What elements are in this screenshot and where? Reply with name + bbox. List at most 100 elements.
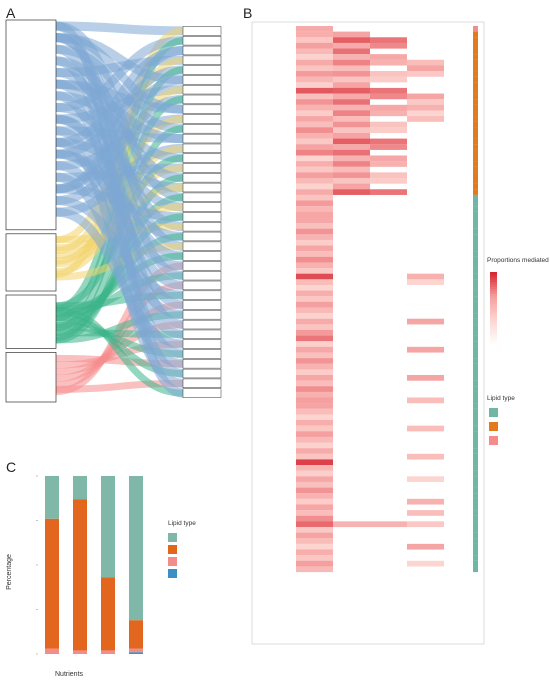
lipid-type-strip: [473, 71, 478, 77]
heatmap-cell: [296, 560, 333, 567]
lipid-type-strip: [473, 104, 478, 111]
lipid-type-strip: [473, 397, 478, 404]
lipid-type-strip: [473, 31, 478, 38]
heatmap-cell: [296, 228, 333, 235]
heatmap-cell: [333, 127, 370, 134]
lipid-type-strip: [473, 99, 478, 105]
heatmap-cell: [333, 149, 370, 156]
panel-label-b: B: [243, 5, 252, 21]
colorbar-segment: [490, 306, 497, 310]
heatmap-cell: [296, 448, 333, 454]
panel-label-c: C: [6, 459, 16, 475]
heatmap-cell: [333, 183, 370, 190]
bar-segment: [129, 648, 143, 653]
lipid-type-strip: [473, 183, 478, 190]
sankey-target-node: [182, 182, 222, 193]
heatmap-cell: [296, 273, 333, 280]
heatmap-cell: [296, 110, 333, 117]
bar-segment: [45, 518, 59, 649]
heatmap-cell: [407, 510, 444, 516]
heatmap-cell: [370, 189, 407, 195]
lipid-type-strip: [473, 256, 478, 263]
heatmap-cell: [407, 560, 444, 567]
heatmap-cell: [296, 262, 333, 269]
heatmap-cell: [296, 284, 333, 291]
sankey-flows: [55, 21, 184, 398]
colorbar-segment: [490, 328, 497, 332]
sankey-target-node: [182, 153, 222, 163]
lipid-type-strip: [473, 498, 478, 505]
bar-legend-swatch: [168, 569, 177, 578]
sankey-target-node: [182, 231, 222, 242]
colorbar-segment: [490, 276, 497, 280]
heatmap-cell: [296, 543, 333, 550]
colorbar-segment: [490, 304, 497, 307]
sankey-source-node: [5, 294, 57, 349]
heatmap-cell: [296, 408, 333, 415]
colorbar-segment: [490, 279, 497, 283]
lipid-type-strip: [473, 465, 478, 471]
sankey-flow: [55, 21, 184, 36]
heatmap-cell: [333, 110, 370, 117]
heatmap-cell: [296, 420, 333, 426]
heatmap-cell: [296, 307, 333, 314]
heatmap-cell: [333, 93, 370, 100]
heatmap-cell: [407, 521, 444, 528]
lipid-type-strip: [473, 515, 478, 522]
lipid-type-strip: [473, 526, 478, 533]
heatmap-cell: [407, 71, 444, 77]
lipid-type-strip: [473, 296, 478, 302]
heatmap-cell: [296, 363, 333, 370]
sankey-target-node: [182, 359, 222, 369]
heatmap-cell: [333, 121, 370, 128]
sankey-target-node: [182, 319, 222, 330]
heatmap-cell: [370, 110, 407, 117]
heatmap-cell: [370, 138, 407, 145]
lipid-type-strip: [473, 76, 478, 83]
lipid-type-strip: [473, 290, 478, 297]
lipid-type-strip: [473, 425, 478, 432]
heatmap-cell: [296, 59, 333, 66]
heatmap-panel: [251, 21, 485, 645]
colorbar-segment: [490, 336, 497, 339]
lipid-type-strip: [473, 144, 478, 150]
lipid-legend-swatch: [489, 408, 498, 417]
heatmap-cell: [296, 566, 333, 573]
sankey-target-node: [182, 300, 222, 310]
heatmap-cell: [296, 453, 333, 460]
heatmap-cell: [296, 194, 333, 201]
lipid-legend-title: Lipid type: [487, 395, 515, 402]
colorbar-segment: [490, 333, 497, 337]
heatmap-cell: [296, 301, 333, 308]
colorbar-segment: [490, 321, 497, 325]
lipid-type-strip: [473, 453, 478, 460]
lipid-type-strip: [473, 234, 478, 240]
heatmap-cell: [407, 397, 444, 404]
heatmap-cell: [296, 414, 333, 421]
heatmap-cell: [370, 93, 407, 100]
heatmap-cell: [333, 132, 370, 139]
sankey-target-node: [182, 290, 222, 300]
heatmap-cell: [333, 59, 370, 66]
heatmap-cell: [296, 521, 333, 528]
heatmap-cell: [296, 498, 333, 505]
heatmap-cell: [296, 476, 333, 483]
heatmap-cell: [370, 76, 407, 83]
lipid-type-strip: [473, 352, 478, 359]
bar-y-axis-title: Percentage: [6, 554, 13, 590]
heatmap-cell: [370, 59, 407, 66]
heatmap-cell: [296, 329, 333, 336]
heatmap-cell: [296, 403, 333, 409]
lipid-type-strip: [473, 211, 478, 218]
heatmap-cell: [296, 144, 333, 150]
lipid-type-strip: [473, 172, 478, 179]
lipid-type-strip: [473, 149, 478, 156]
sankey-panel: [5, 19, 222, 403]
sankey-target-node: [182, 329, 222, 340]
lipid-type-strip: [473, 442, 478, 449]
heatmap-cell: [407, 104, 444, 111]
heatmap-cell: [407, 318, 444, 325]
heatmap-cell: [333, 42, 370, 49]
lipid-type-strip: [473, 470, 478, 477]
heatmap-cell: [333, 189, 370, 195]
